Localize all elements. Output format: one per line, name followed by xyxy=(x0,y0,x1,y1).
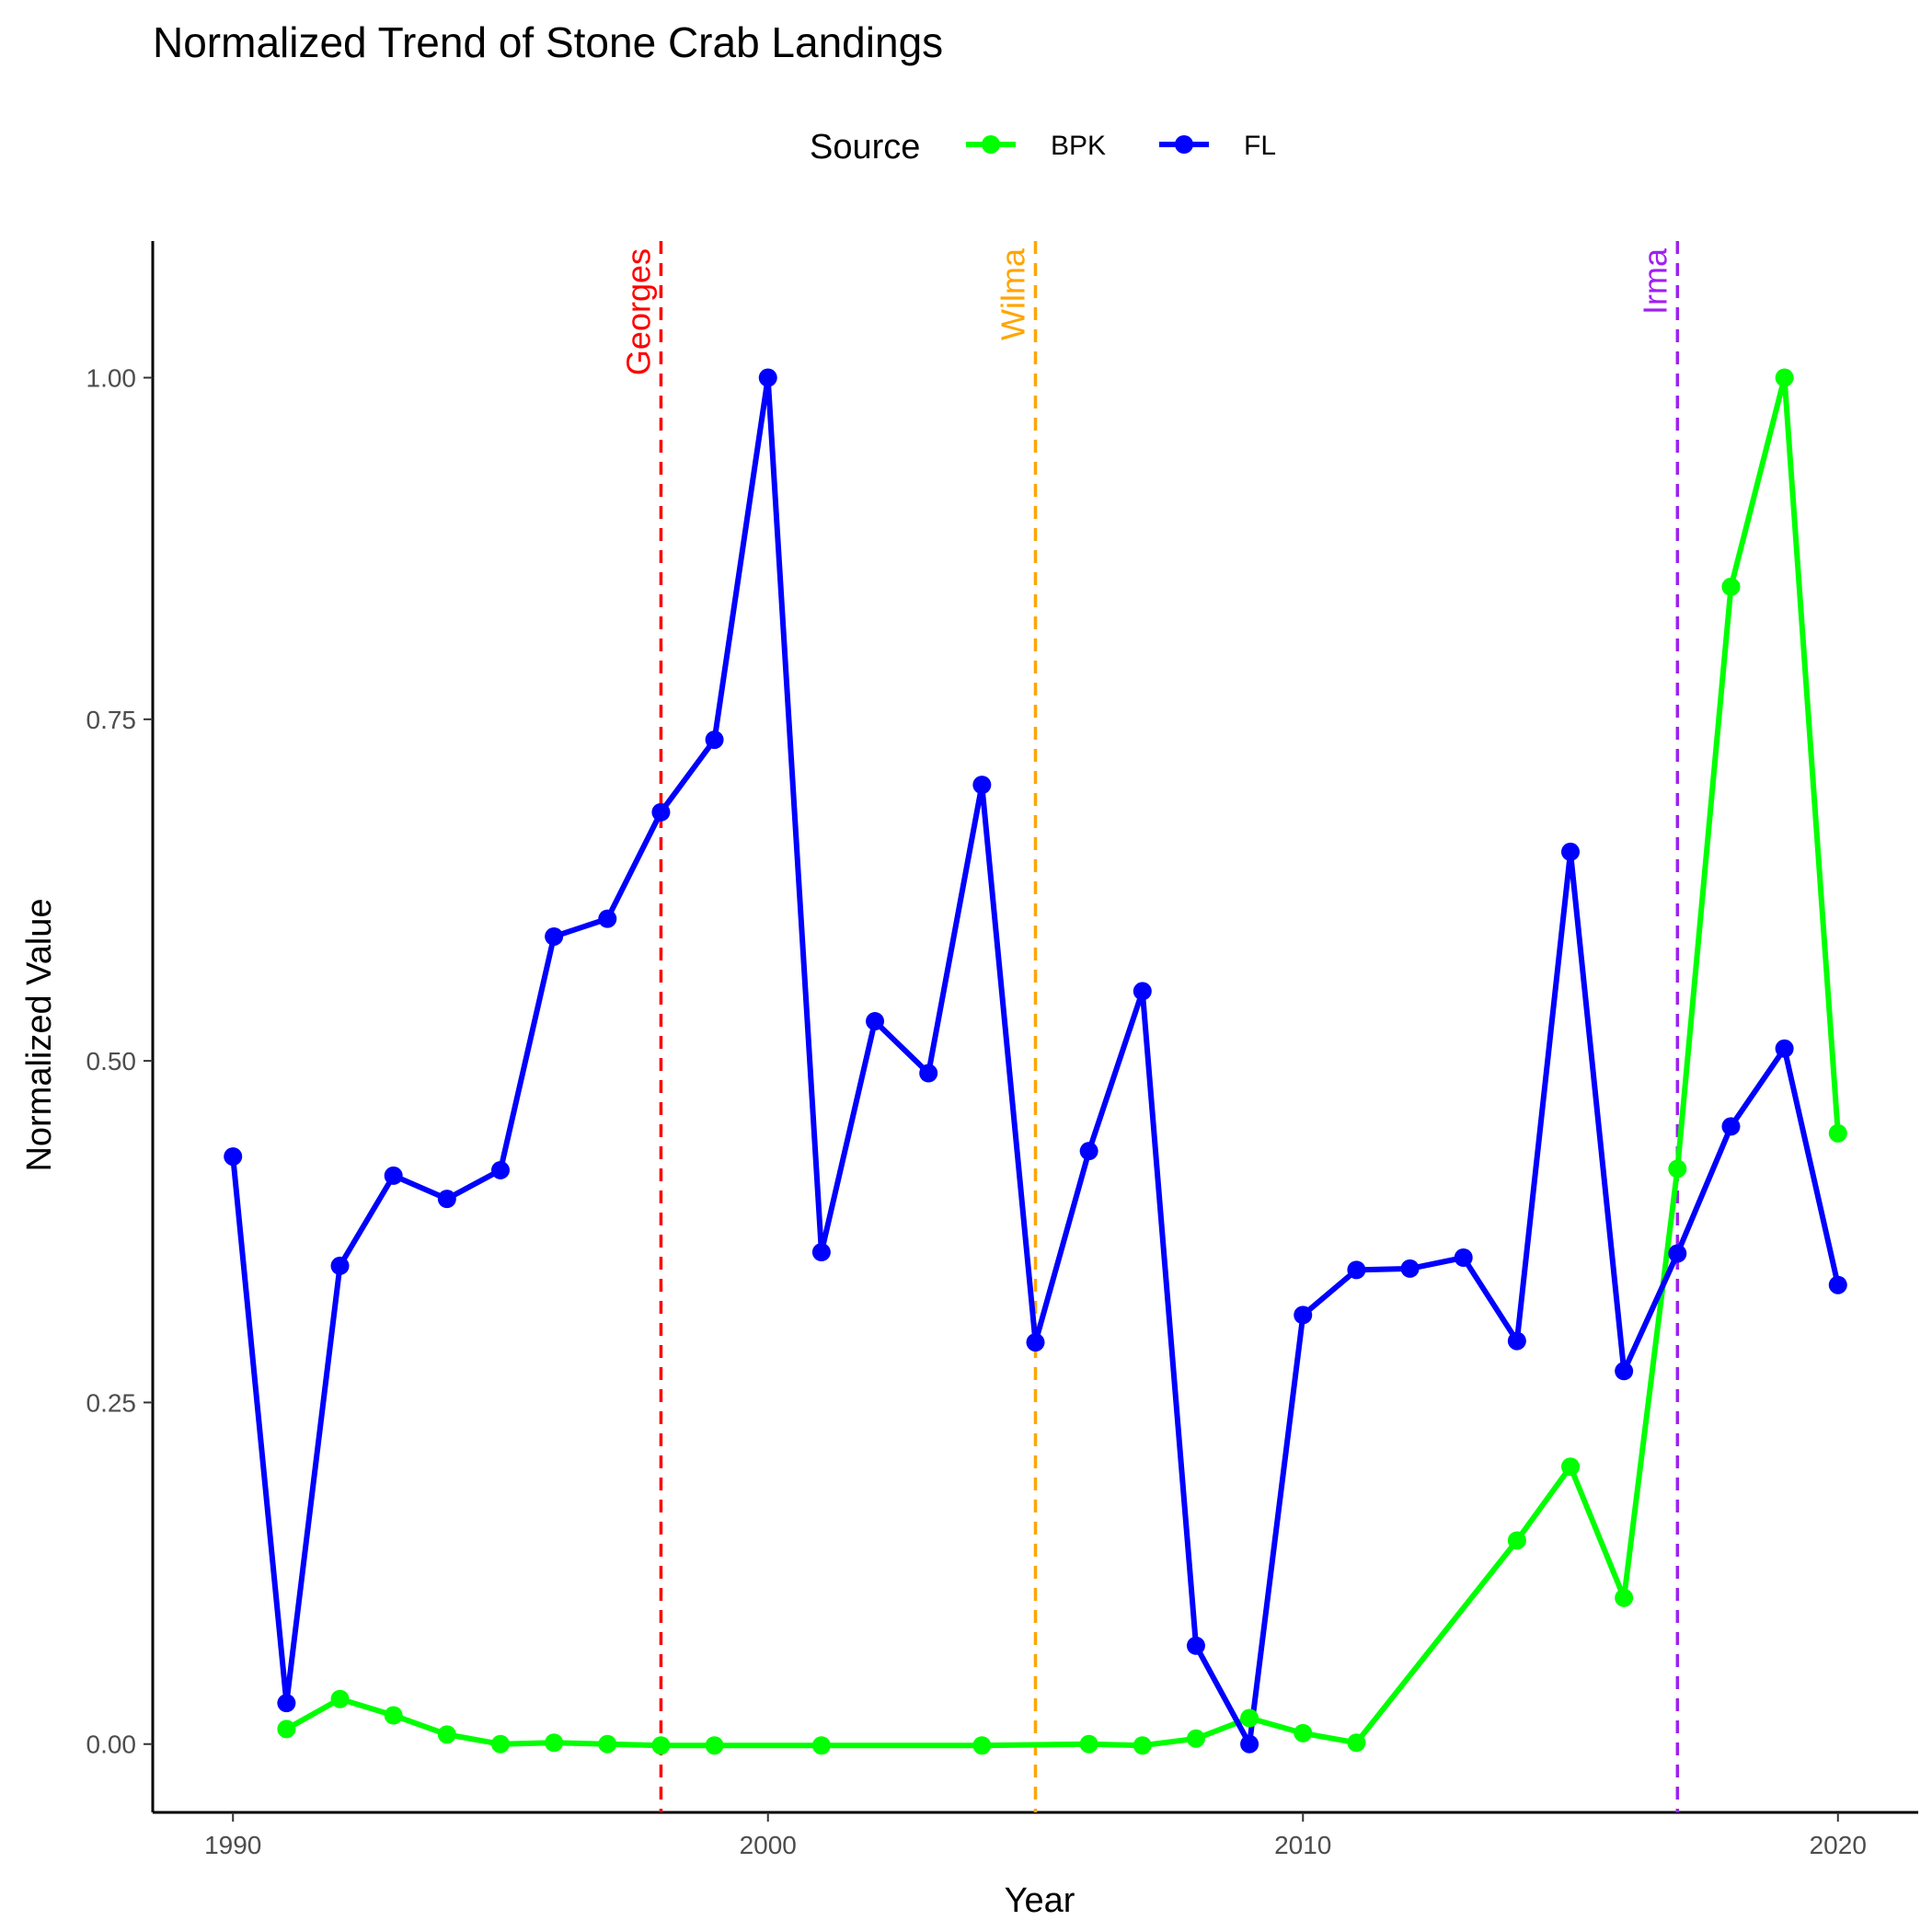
x-tick-label: 2010 xyxy=(1274,1831,1331,1859)
data-point-bpk xyxy=(1615,1588,1634,1607)
legend-title: Source xyxy=(810,128,920,167)
data-point-bpk xyxy=(1186,1729,1205,1748)
data-point-fl xyxy=(1079,1142,1098,1161)
event-lines: Georges Wilma Irma xyxy=(619,241,1680,1812)
data-point-bpk xyxy=(1294,1723,1313,1742)
data-point-fl xyxy=(1775,1039,1794,1058)
event-label-georges: Georges xyxy=(619,248,657,375)
y-tick-label: 0.00 xyxy=(86,1731,137,1759)
data-point-bpk xyxy=(1079,1734,1098,1754)
data-point-bpk xyxy=(1133,1736,1152,1755)
legend-key-point-bpk xyxy=(982,135,1000,154)
data-point-bpk xyxy=(972,1736,992,1755)
data-point-bpk xyxy=(1668,1159,1687,1179)
data-point-fl xyxy=(277,1694,296,1713)
data-point-fl xyxy=(1668,1244,1687,1263)
data-point-fl xyxy=(598,909,617,928)
x-axis-title: Year xyxy=(1005,1881,1075,1920)
data-point-fl xyxy=(1721,1117,1741,1136)
x-ticks: 1990 2000 2010 2020 xyxy=(204,1812,1867,1859)
data-point-fl xyxy=(705,730,724,750)
data-point-bpk xyxy=(1721,577,1741,596)
data-point-bpk xyxy=(598,1734,617,1754)
data-point-fl xyxy=(1561,842,1581,861)
series-points xyxy=(224,368,1847,1755)
data-point-bpk xyxy=(384,1706,403,1725)
legend-label-fl: FL xyxy=(1244,131,1276,161)
x-tick-label: 2020 xyxy=(1810,1831,1867,1859)
legend: Source BPK FL xyxy=(810,128,1276,167)
data-point-fl xyxy=(330,1256,350,1275)
event-label-wilma: Wilma xyxy=(995,247,1032,340)
legend-entries: BPK FL xyxy=(966,131,1276,161)
data-point-fl xyxy=(1454,1248,1473,1268)
data-point-fl xyxy=(1240,1734,1259,1754)
data-point-bpk xyxy=(1347,1733,1366,1753)
data-point-fl xyxy=(1294,1305,1313,1325)
y-tick-label: 1.00 xyxy=(86,364,137,393)
data-point-fl xyxy=(1615,1362,1634,1381)
data-point-fl xyxy=(1133,982,1152,1001)
data-point-fl xyxy=(384,1166,403,1185)
x-tick-label: 1990 xyxy=(204,1831,261,1859)
data-point-bpk xyxy=(277,1719,296,1739)
y-tick-label: 0.75 xyxy=(86,706,137,734)
y-axis-title: Normalized Value xyxy=(20,898,59,1171)
legend-key-point-fl xyxy=(1175,135,1193,154)
data-point-bpk xyxy=(651,1736,671,1755)
data-point-bpk xyxy=(1561,1457,1581,1477)
event-label-irma: Irma xyxy=(1636,247,1673,315)
x-tick-label: 2000 xyxy=(740,1831,797,1859)
data-point-fl xyxy=(651,802,671,822)
y-ticks: 0.00 0.25 0.50 0.75 1.00 xyxy=(86,364,153,1759)
data-point-bpk xyxy=(490,1734,510,1754)
y-tick-label: 0.25 xyxy=(86,1388,137,1417)
y-tick-label: 0.50 xyxy=(86,1047,137,1075)
data-point-fl xyxy=(1828,1275,1847,1294)
data-point-fl xyxy=(545,926,564,946)
data-point-bpk xyxy=(1828,1123,1847,1143)
data-point-fl xyxy=(1507,1331,1526,1351)
data-point-fl xyxy=(1186,1636,1205,1655)
legend-label-bpk: BPK xyxy=(1051,131,1106,161)
data-point-fl xyxy=(490,1160,510,1179)
chart-title: Normalized Trend of Stone Crab Landings xyxy=(153,18,943,66)
data-point-fl xyxy=(866,1012,885,1031)
data-point-bpk xyxy=(811,1736,831,1755)
series-line-bpk xyxy=(283,374,1841,1749)
data-point-fl xyxy=(919,1064,938,1083)
data-point-bpk xyxy=(1507,1531,1526,1550)
data-point-bpk xyxy=(437,1725,456,1744)
data-point-fl xyxy=(437,1190,456,1209)
data-point-bpk xyxy=(705,1736,724,1755)
data-point-bpk xyxy=(330,1689,350,1708)
data-point-fl xyxy=(224,1147,243,1167)
data-point-bpk xyxy=(1775,368,1794,387)
data-point-bpk xyxy=(1240,1708,1259,1728)
data-point-fl xyxy=(758,368,777,387)
data-point-fl xyxy=(811,1243,831,1262)
data-point-fl xyxy=(1026,1333,1045,1352)
data-point-fl xyxy=(1347,1260,1366,1280)
data-point-bpk xyxy=(545,1733,564,1753)
data-point-fl xyxy=(972,776,992,795)
data-point-fl xyxy=(1400,1259,1420,1278)
